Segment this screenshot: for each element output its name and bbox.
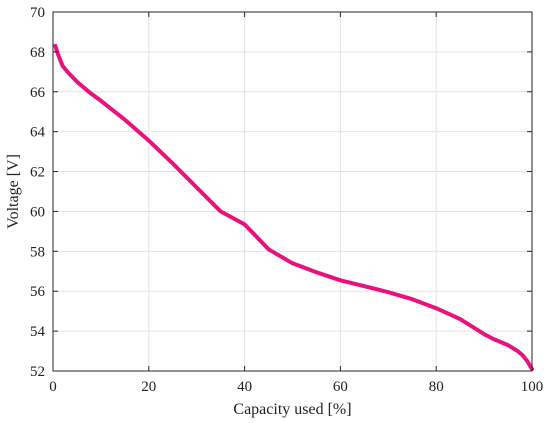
y-tick-label: 60 [30, 204, 45, 220]
x-tick-label: 40 [237, 379, 252, 395]
plot-area-frame [52, 11, 533, 372]
y-tick-label: 62 [30, 165, 45, 181]
series-layer [53, 43, 534, 371]
y-tick-label: 58 [30, 244, 45, 260]
voltage-series-line [53, 43, 534, 371]
y-tick-label: 70 [30, 5, 45, 21]
y-tick-label: 66 [30, 85, 46, 101]
y-tick-label: 68 [30, 45, 45, 61]
y-tick-label: 64 [30, 125, 46, 141]
x-tick-label: 80 [429, 379, 444, 395]
y-tick-label: 54 [30, 324, 46, 340]
y-tick-label: 56 [30, 284, 46, 300]
x-axis-label: Capacity used [%] [233, 401, 351, 418]
ticks [52, 11, 533, 372]
x-tick-label: 20 [141, 379, 156, 395]
x-tick-label: 100 [521, 379, 544, 395]
x-tick-label: 60 [333, 379, 348, 395]
x-tick-label: 0 [49, 379, 57, 395]
y-axis-label: Voltage [V] [5, 154, 22, 229]
y-tick-label: 52 [30, 364, 45, 380]
tick-labels: 0 20 40 60 80 100 52 54 56 58 60 62 64 66 68 70 [30, 5, 543, 395]
